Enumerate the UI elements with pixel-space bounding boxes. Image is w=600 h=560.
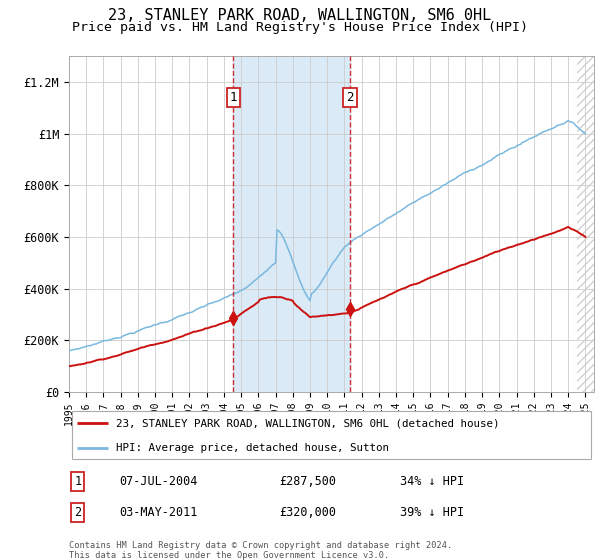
Text: 34% ↓ HPI: 34% ↓ HPI <box>400 475 464 488</box>
Text: 1: 1 <box>230 91 237 104</box>
Text: 03-MAY-2011: 03-MAY-2011 <box>119 506 197 519</box>
Text: HPI: Average price, detached house, Sutton: HPI: Average price, detached house, Sutt… <box>116 442 389 452</box>
Text: Price paid vs. HM Land Registry's House Price Index (HPI): Price paid vs. HM Land Registry's House … <box>72 21 528 34</box>
Text: £287,500: £287,500 <box>279 475 336 488</box>
Text: 39% ↓ HPI: 39% ↓ HPI <box>400 506 464 519</box>
Text: 1: 1 <box>74 475 82 488</box>
Text: 2: 2 <box>74 506 82 519</box>
FancyBboxPatch shape <box>71 412 592 459</box>
Bar <box>577 56 594 392</box>
Text: 2: 2 <box>346 91 354 104</box>
Text: £320,000: £320,000 <box>279 506 336 519</box>
Text: 23, STANLEY PARK ROAD, WALLINGTON, SM6 0HL (detached house): 23, STANLEY PARK ROAD, WALLINGTON, SM6 0… <box>116 418 500 428</box>
Text: 23, STANLEY PARK ROAD, WALLINGTON, SM6 0HL: 23, STANLEY PARK ROAD, WALLINGTON, SM6 0… <box>109 8 491 24</box>
Text: 07-JUL-2004: 07-JUL-2004 <box>119 475 197 488</box>
Bar <box>233 56 350 392</box>
Text: Contains HM Land Registry data © Crown copyright and database right 2024.
This d: Contains HM Land Registry data © Crown c… <box>69 541 452 560</box>
